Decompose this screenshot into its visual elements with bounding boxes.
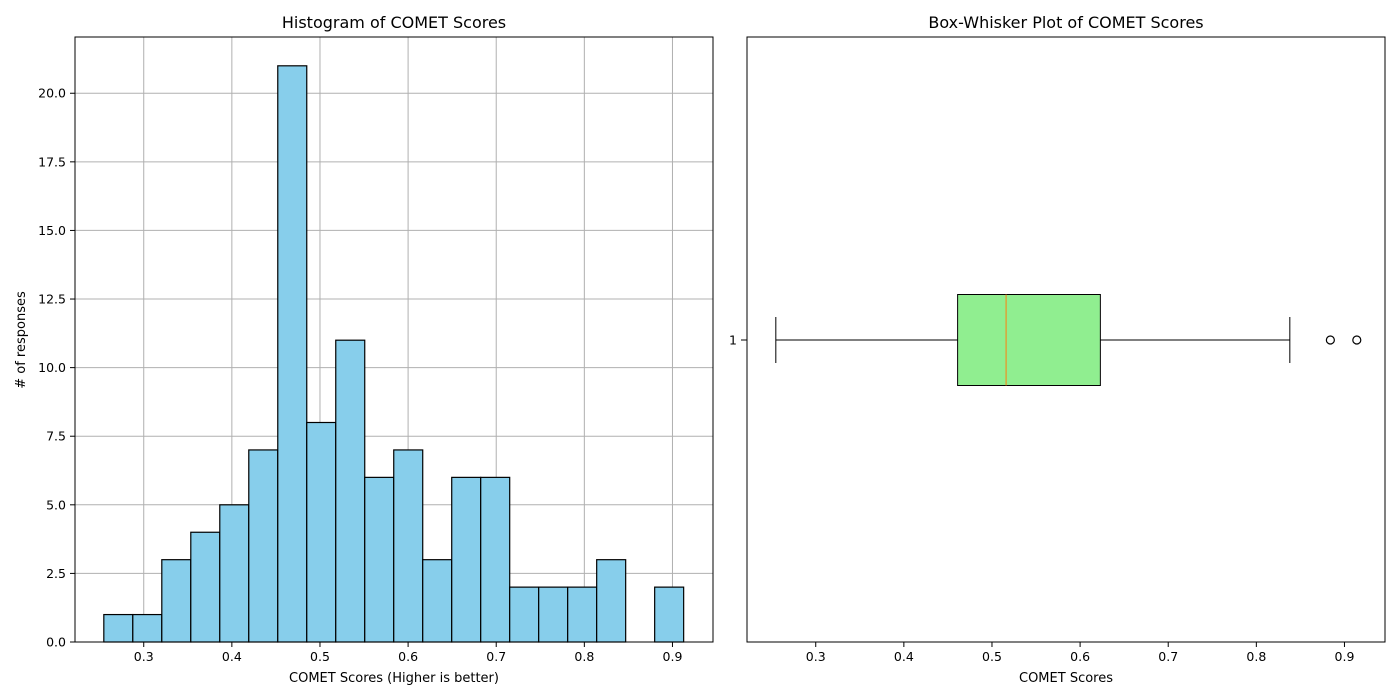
boxplot-x-tick-label: 0.7 bbox=[1158, 649, 1178, 664]
boxplot-marks bbox=[775, 294, 1362, 386]
boxplot-x-tick-label: 0.5 bbox=[982, 649, 1002, 664]
histogram-bar bbox=[509, 586, 540, 643]
histogram-bar bbox=[277, 65, 308, 643]
histogram-y-tick-label: 2.5 bbox=[46, 566, 66, 581]
boxplot-title: Box-Whisker Plot of COMET Scores bbox=[928, 13, 1203, 32]
histogram-bar bbox=[132, 613, 163, 643]
histogram-bar bbox=[422, 559, 453, 643]
boxplot-outlier-point bbox=[1325, 335, 1335, 345]
boxplot-x-tick-label: 0.6 bbox=[1070, 649, 1090, 664]
boxplot-panel: 0.3 0.4 0.5 0.6 0.7 0.8 0.9 1 Box-Whisker Plot… bbox=[729, 13, 1386, 686]
histogram-bar bbox=[161, 559, 192, 643]
histogram-y-tick-label: 0.0 bbox=[46, 635, 66, 650]
boxplot-y-tick-label: 1 bbox=[729, 333, 737, 348]
histogram-y-axis-label: # of responses bbox=[14, 291, 29, 389]
histogram-y-tick-label: 20.0 bbox=[38, 86, 66, 101]
boxplot-x-axis-label: COMET Scores bbox=[1019, 671, 1113, 686]
histogram-x-tick-label: 0.8 bbox=[574, 649, 594, 664]
histogram-x-tick-label: 0.6 bbox=[398, 649, 418, 664]
histogram-bar bbox=[538, 586, 569, 643]
histogram-bars bbox=[103, 65, 685, 643]
histogram-bar bbox=[335, 339, 366, 643]
histogram-bar bbox=[103, 613, 134, 643]
boxplot-outlier-point bbox=[1352, 335, 1362, 345]
histogram-x-ticks: 0.3 0.4 0.5 0.6 0.7 0.8 0.9 bbox=[134, 642, 683, 664]
boxplot-x-tick-label: 0.9 bbox=[1335, 649, 1355, 664]
histogram-x-tick-label: 0.4 bbox=[222, 649, 242, 664]
histogram-x-tick-label: 0.5 bbox=[310, 649, 330, 664]
boxplot-x-ticks: 0.3 0.4 0.5 0.6 0.7 0.8 0.9 bbox=[806, 642, 1355, 664]
histogram-bar bbox=[306, 421, 337, 643]
histogram-bar bbox=[654, 586, 685, 643]
histogram-y-tick-label: 15.0 bbox=[38, 223, 66, 238]
boxplot-x-tick-label: 0.4 bbox=[894, 649, 914, 664]
histogram-gridlines bbox=[75, 37, 713, 643]
histogram-bar bbox=[248, 449, 279, 643]
histogram-bar bbox=[190, 531, 221, 643]
histogram-axes-frame bbox=[74, 36, 714, 643]
histogram-y-tick-label: 17.5 bbox=[38, 154, 66, 169]
histogram-y-tick-label: 10.0 bbox=[38, 360, 66, 375]
histogram-bar bbox=[480, 476, 511, 643]
histogram-x-axis-label: COMET Scores (Higher is better) bbox=[289, 671, 499, 686]
histogram-bar bbox=[451, 476, 482, 643]
histogram-title: Histogram of COMET Scores bbox=[282, 13, 506, 32]
boxplot-x-tick-label: 0.3 bbox=[806, 649, 826, 664]
histogram-y-tick-label: 12.5 bbox=[38, 292, 66, 307]
histogram-y-tick-label: 5.0 bbox=[46, 497, 66, 512]
histogram-bar bbox=[393, 449, 424, 643]
histogram-bar bbox=[364, 476, 395, 643]
histogram-bar bbox=[219, 504, 250, 643]
histogram-x-tick-label: 0.3 bbox=[134, 649, 154, 664]
histogram-panel: 0.3 0.4 0.5 0.6 0.7 0.8 0.9 0.0 2.5 5.0 7.5 10.0 12… bbox=[14, 13, 714, 686]
histogram-x-tick-label: 0.9 bbox=[663, 649, 683, 664]
boxplot-box bbox=[957, 294, 1101, 386]
histogram-bar bbox=[596, 559, 627, 643]
boxplot-x-tick-label: 0.8 bbox=[1246, 649, 1266, 664]
histogram-y-tick-label: 7.5 bbox=[46, 429, 66, 444]
histogram-bar bbox=[567, 586, 598, 643]
histogram-x-tick-label: 0.7 bbox=[486, 649, 506, 664]
histogram-y-ticks: 0.0 2.5 5.0 7.5 10.0 12.5 15.0 17.5 20.0 bbox=[38, 86, 75, 650]
